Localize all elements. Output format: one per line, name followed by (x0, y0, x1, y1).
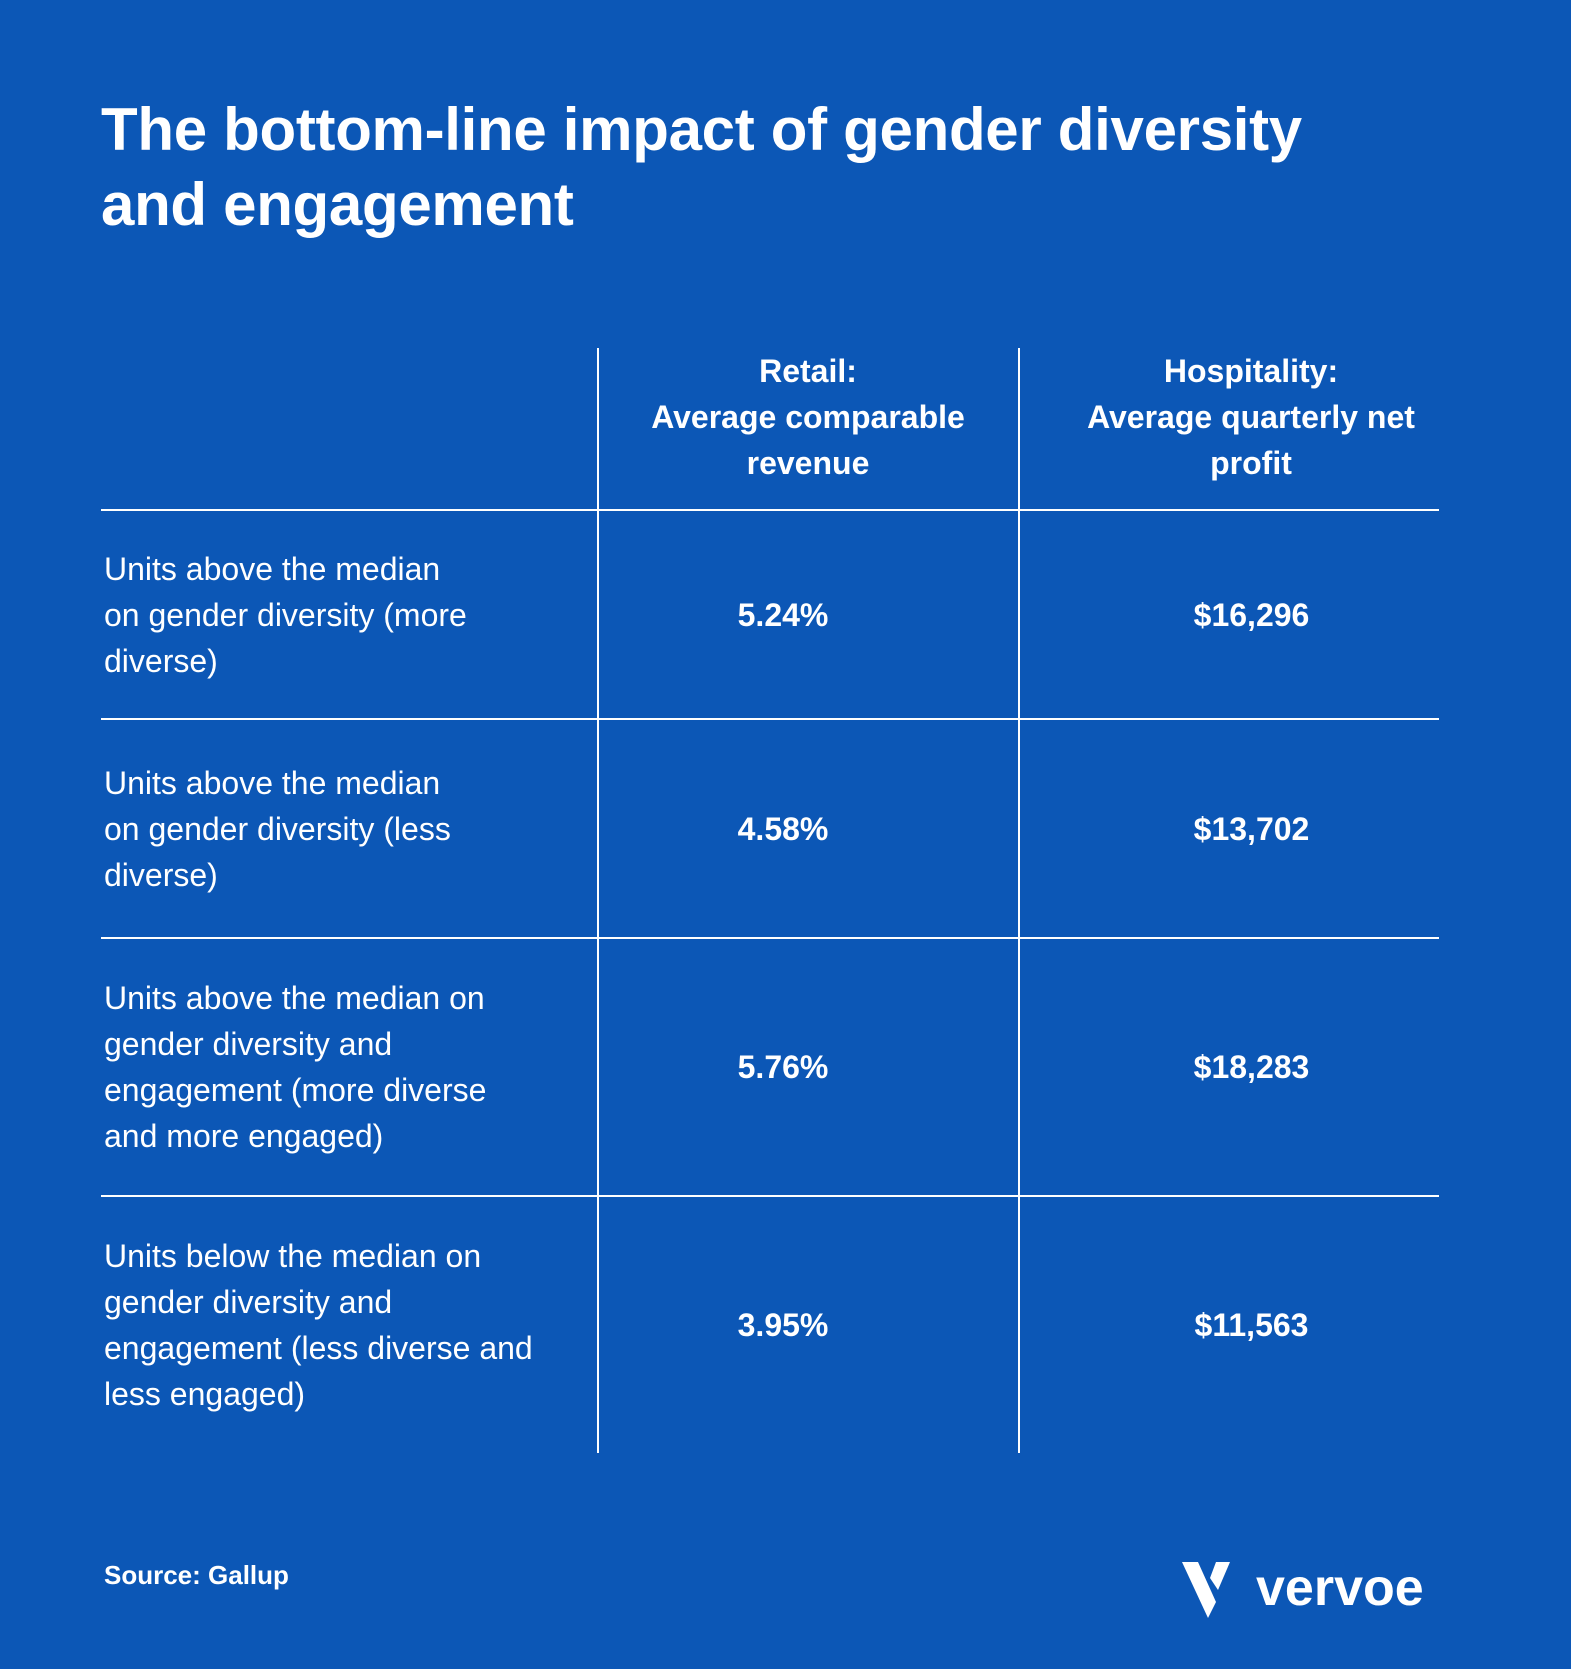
row-label-1-text: Units above the median on gender diversi… (104, 550, 467, 679)
row-label-2: Units above the median on gender diversi… (104, 720, 484, 937)
cell-retail-4-value: 3.95% (737, 1307, 829, 1343)
row-divider-2 (101, 937, 1439, 939)
cell-hospitality-1: $16,296 (1040, 511, 1463, 718)
cell-hospitality-3: $18,283 (1040, 939, 1463, 1195)
row-label-4: Units below the median on gender diversi… (104, 1197, 544, 1453)
column-header-hospitality: Hospitality: Average quarterly net profi… (1066, 348, 1436, 486)
cell-retail-3: 5.76% (640, 939, 926, 1195)
vervoe-v-icon (1182, 1562, 1230, 1618)
column-header-retail-line1: Retail: (759, 353, 857, 389)
header-divider (101, 509, 1439, 511)
column-divider-2 (1018, 348, 1020, 1453)
cell-retail-4: 3.95% (640, 1197, 926, 1453)
column-header-retail: Retail: Average comparable revenue (610, 348, 1006, 486)
source-note: Source: Gallup (104, 1560, 289, 1590)
cell-retail-1: 5.24% (640, 511, 926, 718)
cell-retail-1-value: 5.24% (737, 596, 829, 633)
row-divider-3 (101, 1195, 1439, 1197)
cell-hospitality-4: $11,563 (1040, 1197, 1463, 1453)
cell-hospitality-1-value: $16,296 (1193, 596, 1310, 633)
row-divider-1 (101, 718, 1439, 720)
cell-hospitality-4-value: $11,563 (1194, 1307, 1309, 1343)
column-header-retail-line2: Average comparable revenue (651, 399, 965, 481)
cell-retail-2-value: 4.58% (737, 810, 829, 847)
cell-retail-2: 4.58% (640, 720, 926, 937)
column-header-hospitality-line1: Hospitality: (1163, 353, 1339, 389)
cell-hospitality-3-value: $18,283 (1193, 1049, 1310, 1085)
cell-retail-3-value: 5.76% (737, 1049, 829, 1085)
cell-hospitality-2: $13,702 (1040, 720, 1463, 937)
column-header-hospitality-line2: Average quarterly net profit (1087, 399, 1415, 481)
row-label-4-text: Units below the median on gender diversi… (104, 1238, 533, 1412)
row-label-1: Units above the median on gender diversi… (104, 511, 484, 718)
cell-hospitality-2-value: $13,702 (1193, 810, 1310, 847)
row-label-3-text: Units above the median on gender diversi… (104, 980, 487, 1154)
vervoe-logo-text: vervoe (1256, 1559, 1424, 1617)
row-label-2-text: Units above the median on gender diversi… (104, 764, 451, 893)
row-label-3: Units above the median on gender diversi… (104, 939, 544, 1195)
column-divider-1 (597, 348, 599, 1453)
page-title: The bottom-line impact of gender diversi… (101, 96, 1302, 238)
vervoe-logo: vervoe (1180, 1558, 1460, 1618)
